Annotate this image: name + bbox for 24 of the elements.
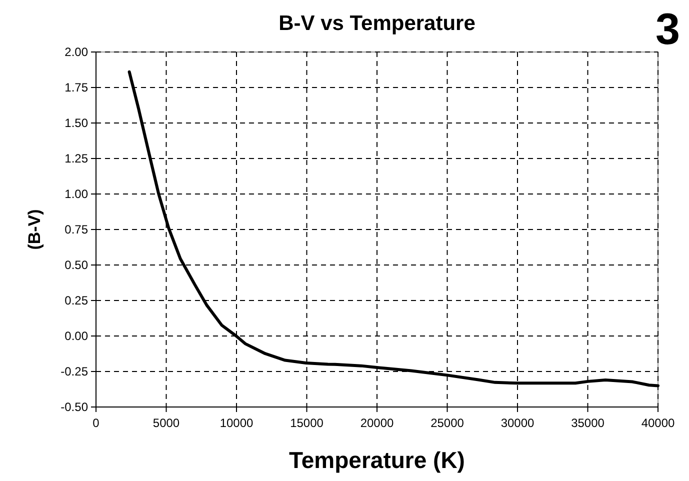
x-tick-label: 20000 — [360, 416, 394, 430]
y-tick-label: 2.00 — [64, 45, 88, 59]
x-tick-label: 30000 — [500, 416, 535, 430]
y-axis-title: (B-V) — [25, 209, 44, 250]
y-tick-label: 1.50 — [64, 116, 88, 130]
y-tick-label: 0.50 — [64, 258, 88, 272]
chart-title: B-V vs Temperature — [278, 12, 476, 35]
y-tick-label: -0.25 — [60, 364, 88, 378]
y-tick-label: 1.25 — [64, 152, 88, 166]
y-tick-label: 1.75 — [64, 80, 88, 94]
x-tick-label: 15000 — [290, 416, 324, 430]
x-tick-label: 10000 — [220, 416, 254, 430]
y-tick-label: 0.75 — [64, 222, 88, 236]
x-tick-label: 25000 — [430, 416, 464, 430]
x-tick-label: 0 — [92, 416, 100, 430]
y-tick-label: 1.00 — [64, 187, 88, 201]
x-tick-label: 40000 — [641, 416, 676, 430]
x-axis-title: Temperature (K) — [289, 447, 465, 473]
x-tick-label: 5000 — [152, 416, 180, 430]
y-tick-label: 0.00 — [64, 329, 88, 343]
annotation: 3 — [656, 5, 680, 54]
x-tick-label: 35000 — [571, 416, 605, 430]
y-tick-label: 0.25 — [64, 294, 88, 308]
y-tick-label: -0.50 — [60, 400, 88, 414]
